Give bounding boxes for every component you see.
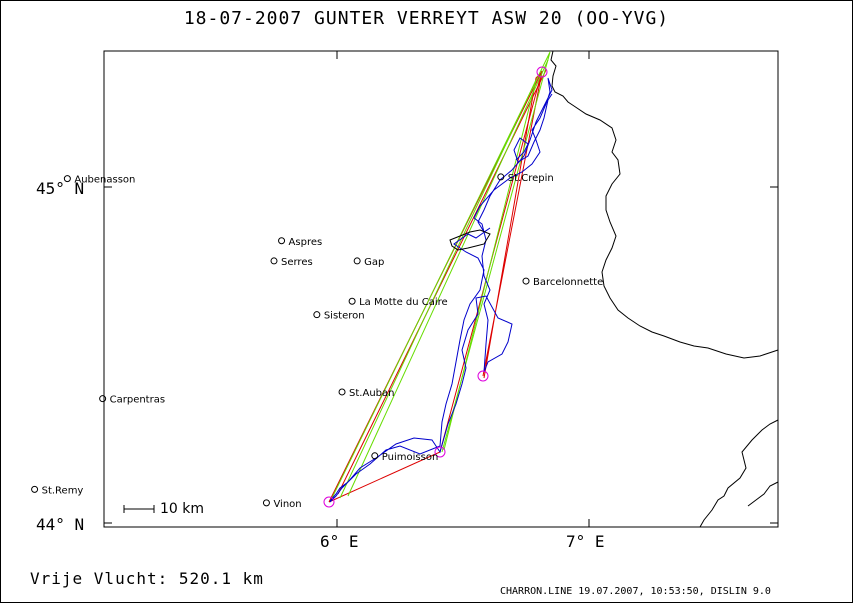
scale-bar bbox=[123, 505, 155, 513]
coastline-east-2 bbox=[747, 481, 779, 507]
place-label: Aubenasson bbox=[74, 175, 135, 186]
coastline-east bbox=[699, 419, 779, 528]
place-marker-icon bbox=[262, 499, 270, 507]
place-marker-icon bbox=[348, 297, 356, 305]
place-label: Puimoisson bbox=[382, 452, 438, 463]
place-st-crepin: St.Crepin bbox=[497, 173, 554, 184]
place-la-motte-du-caire: La Motte du Caire bbox=[348, 297, 448, 308]
footer-credit: CHARRON.LINE 19.07.2007, 10:53:50, DISLI… bbox=[500, 586, 771, 597]
place-st-remy: St.Remy bbox=[31, 485, 84, 496]
flight-title: 18-07-2007 GUNTER VERREYT ASW 20 (OO-YVG… bbox=[183, 8, 670, 29]
place-marker-icon bbox=[497, 173, 505, 181]
place-vinon: Vinon bbox=[262, 499, 302, 510]
place-label: Carpentras bbox=[110, 395, 165, 406]
task-lines-green bbox=[330, 51, 551, 501]
place-st-auban: St.Auban bbox=[338, 388, 394, 399]
place-marker-icon bbox=[278, 237, 286, 245]
lat-tick-44: 44° N bbox=[36, 515, 84, 534]
place-label: Sisteron bbox=[324, 311, 365, 322]
lon-tick-6: 6° E bbox=[320, 532, 359, 551]
place-barcelonnette: Barcelonnette bbox=[522, 277, 603, 288]
lat-tick-45: 45° N bbox=[36, 179, 84, 198]
axis-ticks bbox=[104, 51, 778, 527]
turnpoint-finish bbox=[477, 370, 489, 382]
gps-track-loop bbox=[449, 229, 491, 251]
place-marker-icon bbox=[313, 311, 321, 319]
place-label: Vinon bbox=[273, 499, 301, 510]
scale-bar-label: 10 km bbox=[160, 501, 204, 517]
turnpoint-north bbox=[536, 66, 548, 78]
turnpoint-start bbox=[323, 496, 335, 508]
gps-track-local bbox=[513, 93, 553, 163]
place-aspres: Aspres bbox=[278, 237, 323, 248]
place-gap: Gap bbox=[353, 257, 384, 268]
place-label: St.Auban bbox=[349, 388, 394, 399]
place-label: Barcelonnette bbox=[533, 277, 603, 288]
place-marker-icon bbox=[338, 388, 346, 396]
place-label: Serres bbox=[281, 257, 313, 268]
place-label: La Motte du Caire bbox=[359, 297, 448, 308]
place-marker-icon bbox=[371, 452, 379, 460]
place-marker-icon bbox=[353, 257, 361, 265]
place-puimoisson: Puimoisson bbox=[371, 452, 438, 463]
place-sisteron: Sisteron bbox=[313, 311, 365, 322]
place-marker-icon bbox=[63, 175, 71, 183]
turnpoints bbox=[323, 66, 548, 508]
place-serres: Serres bbox=[270, 257, 313, 268]
place-label: Gap bbox=[364, 257, 384, 268]
lon-tick-7: 7° E bbox=[566, 532, 605, 551]
flight-distance: Vrije Vlucht: 520.1 km bbox=[30, 569, 264, 588]
place-label: St.Crepin bbox=[508, 173, 554, 184]
place-label: Aspres bbox=[289, 237, 323, 248]
plot-area bbox=[103, 50, 779, 528]
place-aubenasson: Aubenasson bbox=[63, 175, 135, 186]
turnpoint-puimoisson bbox=[434, 446, 446, 458]
place-marker-icon bbox=[522, 277, 530, 285]
places-layer: Aubenasson Aspres Serres Gap La Motte du Cai… bbox=[31, 173, 603, 510]
place-marker-icon bbox=[270, 257, 278, 265]
place-label: St.Remy bbox=[42, 485, 84, 496]
place-marker-icon bbox=[31, 485, 39, 493]
country-border bbox=[550, 50, 779, 359]
place-carpentras: Carpentras bbox=[99, 395, 165, 406]
place-marker-icon bbox=[99, 395, 107, 403]
gps-track bbox=[329, 77, 553, 503]
